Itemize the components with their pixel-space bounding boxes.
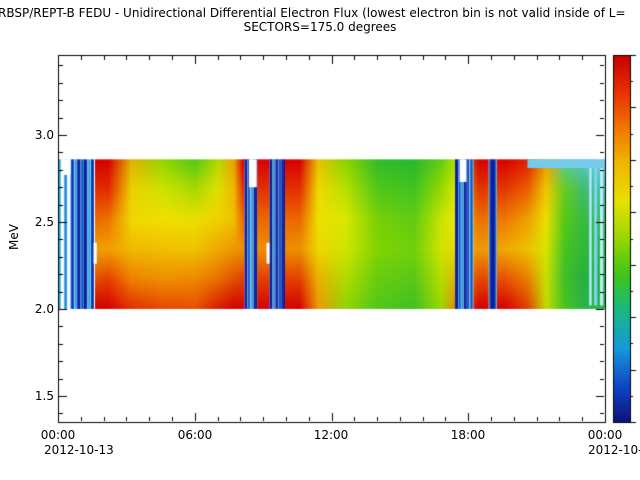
end-date-label: 2012-10-1	[588, 443, 640, 457]
y-tick-label-2.5: 2.5	[34, 215, 54, 229]
plot-title: RBSP/REPT-B FEDU - Unidirectional Differ…	[0, 6, 626, 20]
plot-subtitle: SECTORS=175.0 degrees	[243, 20, 397, 34]
y-tick-label-2.0: 2.0	[34, 302, 54, 316]
y-tick-label-1.5: 1.5	[34, 389, 54, 403]
x-tick-label-18: 18:00	[450, 428, 486, 442]
x-tick-label-24: 00:00	[587, 428, 623, 442]
x-tick-label-06: 06:00	[177, 428, 213, 442]
start-date-label: 2012-10-13	[44, 443, 114, 457]
y-axis-label: MeV	[7, 224, 21, 250]
y-tick-label-3.0: 3.0	[34, 128, 54, 142]
x-tick-label-12: 12:00	[313, 428, 349, 442]
x-tick-label-00: 00:00	[40, 428, 76, 442]
